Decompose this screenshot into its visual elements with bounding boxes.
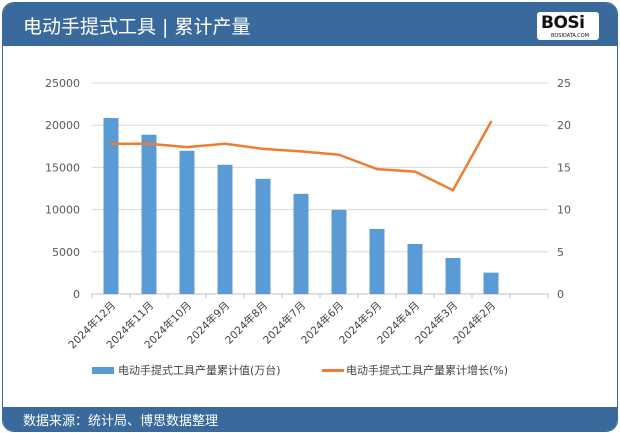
y-left-tick-label: 0 <box>73 288 80 301</box>
growth-point <box>489 120 493 124</box>
y-left-tick-label: 15000 <box>45 161 80 174</box>
page-title: 电动手提式工具 | 累计产量 <box>23 16 251 38</box>
growth-point <box>337 153 341 156</box>
growth-point <box>185 145 189 149</box>
legend-swatch-line <box>322 368 344 372</box>
legend-label-line: 电动手提式工具产量累计增长(%) <box>346 364 509 377</box>
y-right-tick-label: 25 <box>557 77 571 90</box>
legend-item-line: 电动手提式工具产量累计增长(%) <box>322 362 508 378</box>
growth-point <box>299 150 303 153</box>
bar <box>217 164 233 294</box>
bar <box>103 118 119 294</box>
growth-point <box>451 188 455 192</box>
growth-point <box>261 147 265 151</box>
growth-point <box>375 167 379 171</box>
y-right-tick-label: 5 <box>557 246 564 259</box>
growth-point <box>223 142 227 145</box>
y-right-tick-label: 20 <box>557 119 571 132</box>
bosi-logo: BOSi BOSIDATA.COM <box>537 12 599 40</box>
y-right-tick-label: 15 <box>557 161 571 174</box>
bar <box>293 193 309 294</box>
y-left-tick-label: 5000 <box>52 246 80 259</box>
y-left-tick-label: 25000 <box>45 77 80 90</box>
bar <box>445 257 461 294</box>
growth-point <box>413 170 417 173</box>
bar <box>255 178 271 294</box>
bar <box>331 209 347 294</box>
growth-point <box>147 142 151 145</box>
y-right-tick-label: 0 <box>557 288 564 301</box>
data-source: 数据来源：统计局、博思数据整理 <box>23 414 219 429</box>
bar <box>369 228 385 294</box>
growth-point <box>109 142 113 145</box>
footer-bar: 数据来源：统计局、博思数据整理 <box>3 407 617 431</box>
y-left-tick-label: 10000 <box>45 204 80 217</box>
logo-text: BOSi <box>541 13 585 33</box>
bar <box>179 150 195 294</box>
growth-line <box>111 121 493 192</box>
legend-item-bar: 电动手提式工具产量累计值(万台) <box>92 362 281 378</box>
logo-site: BOSIDATA.COM <box>551 33 590 39</box>
header-bar: 电动手提式工具 | 累计产量 BOSi BOSIDATA.COM <box>3 3 617 46</box>
bar <box>141 134 157 294</box>
legend-label-bar: 电动手提式工具产量累计值(万台) <box>118 364 281 377</box>
y-left-tick-label: 20000 <box>45 119 80 132</box>
bar <box>483 272 499 294</box>
legend-swatch-bar <box>92 366 114 374</box>
bar <box>407 243 423 294</box>
y-right-tick-label: 10 <box>557 204 571 217</box>
